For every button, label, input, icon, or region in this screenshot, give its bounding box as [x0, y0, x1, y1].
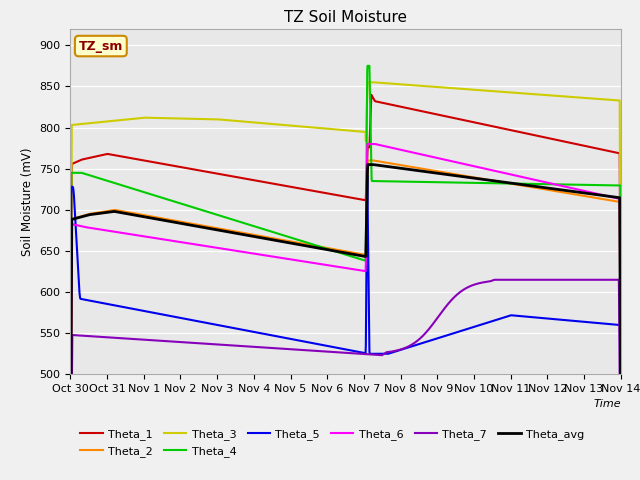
Theta_5 [364, 173, 371, 179]
Text: TZ_sm: TZ_sm [79, 39, 123, 52]
Theta_4 [319, 245, 327, 251]
Theta_7 [601, 277, 609, 283]
Theta_6 [319, 262, 327, 267]
Theta_3 [67, 453, 74, 458]
Theta_2 [95, 210, 102, 216]
Line: Theta_5: Theta_5 [70, 176, 621, 480]
Theta_6 [617, 431, 625, 437]
Theta_4 [334, 249, 342, 255]
Y-axis label: Soil Moisture (mV): Soil Moisture (mV) [21, 147, 34, 256]
Theta_1 [500, 126, 508, 132]
Theta_5 [334, 345, 342, 351]
Theta_3 [334, 127, 342, 132]
Theta_2 [334, 247, 342, 253]
Theta_4 [364, 63, 371, 69]
Theta_7 [319, 348, 327, 354]
Theta_7 [334, 349, 342, 355]
Theta_2 [601, 196, 609, 202]
Theta_5 [319, 342, 327, 348]
Theta_4 [500, 180, 508, 186]
Line: Theta_7: Theta_7 [70, 280, 621, 480]
Theta_2 [319, 244, 327, 250]
Theta_1 [601, 147, 609, 153]
Line: Theta_2: Theta_2 [70, 160, 621, 480]
Theta_3 [95, 120, 102, 125]
Theta_avg [334, 249, 342, 254]
Theta_3 [500, 89, 508, 95]
Line: Theta_avg: Theta_avg [70, 165, 621, 480]
Theta_3 [601, 96, 609, 102]
Theta_6 [601, 192, 609, 198]
Theta_avg [601, 193, 609, 199]
Theta_1 [334, 192, 342, 198]
Legend: Theta_1, Theta_2, Theta_3, Theta_4, Theta_5, Theta_6, Theta_7, Theta_avg: Theta_1, Theta_2, Theta_3, Theta_4, Thet… [76, 425, 589, 461]
Theta_7 [95, 334, 102, 340]
Theta_6 [601, 192, 609, 198]
Theta_4 [601, 182, 609, 188]
Theta_avg [95, 211, 102, 216]
Theta_3 [364, 79, 372, 85]
Theta_4 [601, 182, 609, 188]
Line: Theta_1: Theta_1 [70, 95, 621, 475]
Theta_1 [67, 472, 74, 478]
Theta_2 [500, 180, 508, 185]
Theta_4 [95, 175, 102, 181]
Theta_2 [364, 157, 372, 163]
Theta_4 [617, 383, 625, 388]
Theta_avg [500, 180, 508, 185]
Theta_1 [95, 153, 102, 159]
Theta_5 [500, 314, 508, 320]
Line: Theta_6: Theta_6 [70, 144, 621, 480]
Theta_2 [601, 197, 609, 203]
Theta_5 [601, 321, 609, 326]
Theta_1 [617, 404, 625, 409]
Theta_7 [491, 277, 499, 283]
Theta_6 [95, 226, 102, 232]
Theta_3 [617, 372, 625, 378]
Theta_avg [601, 193, 609, 199]
Theta_6 [364, 141, 371, 147]
Theta_avg [319, 246, 327, 252]
Theta_4 [67, 477, 74, 480]
Theta_2 [617, 432, 625, 438]
Theta_3 [319, 125, 327, 131]
Text: Time: Time [593, 398, 621, 408]
Theta_1 [367, 92, 375, 97]
Theta_1 [601, 147, 609, 153]
Theta_1 [319, 190, 327, 195]
Line: Theta_4: Theta_4 [70, 66, 621, 480]
Theta_5 [617, 476, 625, 480]
Theta_6 [500, 170, 508, 176]
Theta_3 [601, 96, 609, 102]
Line: Theta_3: Theta_3 [70, 82, 621, 456]
Theta_avg [364, 162, 372, 168]
Theta_7 [601, 277, 609, 283]
Theta_avg [617, 430, 625, 436]
Title: TZ Soil Moisture: TZ Soil Moisture [284, 10, 407, 25]
Theta_7 [500, 277, 508, 283]
Theta_5 [601, 321, 609, 326]
Theta_5 [95, 300, 102, 305]
Theta_6 [334, 264, 342, 270]
